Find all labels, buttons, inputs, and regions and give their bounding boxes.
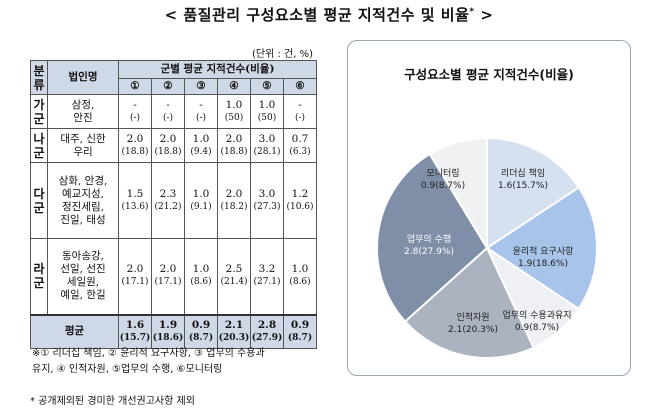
col-header: ⑤ xyxy=(250,78,284,95)
avg-cell: 0.9 (8.7) xyxy=(283,313,317,349)
pie-slice xyxy=(486,136,581,250)
value-cell: 3.0 (28.1) xyxy=(250,128,284,163)
firm-name: 삼화, 안경, xyxy=(58,174,108,187)
note-line: ※① 리더십 책임, ② 윤리적 요구사항, ③ 업무의 수용과 xyxy=(32,348,265,359)
value-cell: 2.0 (17.1) xyxy=(118,238,152,315)
chart-frame xyxy=(347,40,631,376)
page-title: < 품질관리 구성요소별 평균 지적건수 및 비율* > xyxy=(164,6,494,24)
header-group: 분 류 xyxy=(30,60,48,95)
value-cell: 2.0 (18.8) xyxy=(118,128,152,163)
header-name: 법인명 xyxy=(47,60,119,95)
slice-name-label: 리더십 책임 xyxy=(501,167,545,179)
value-cell: 1.0 (8.6) xyxy=(184,238,218,315)
legend-note: ※① 리더십 책임, ② 윤리적 요구사항, ③ 업무의 수용과 유지, ④ 인… xyxy=(32,346,332,378)
value-cell: 1.0 (50) xyxy=(217,94,251,129)
value-cell: 2.3 (21.2) xyxy=(151,162,185,239)
firm-name: 정진세림, xyxy=(62,200,104,213)
slice-name-label: 업무의 수용과유지 xyxy=(502,310,571,321)
value-cell: 2.0 (18.8) xyxy=(217,128,251,163)
pie-slice xyxy=(376,152,489,323)
slice-value-label: 0.9(8.7%) xyxy=(515,323,559,333)
value-cell: 1.0 (9.4) xyxy=(184,128,218,163)
unit-label: (단위 : 건, %) xyxy=(252,49,313,60)
firm-name: 대주, 신한 xyxy=(60,132,106,145)
slice-value-label: 1.9(18.6%) xyxy=(518,259,568,269)
firm-name: 안진 xyxy=(73,111,93,124)
table-row: 다 군 삼화, 안경, 예교지성, 정진세림, 진일, 태성 1.5 (13.6) 2.3 (2… xyxy=(30,162,317,239)
slice-name-label: 윤리적 요구사항 xyxy=(513,245,574,257)
note-line: 유지, ④ 인적자원, ⑤업무의 수행, ⑥모니터링 xyxy=(32,364,223,375)
slice-value-label: 1.6(15.7%) xyxy=(498,181,548,191)
firm-name: 선일, 선진 xyxy=(60,263,106,276)
slice-value-label: 2.1(20.3%) xyxy=(448,325,498,335)
col-header: ③ xyxy=(184,78,218,95)
table-row: 라 군 동아송강, 선일, 선진 세일원, 예일, 한길 2.0 (17.1) 2.0 (17.… xyxy=(30,238,317,315)
value-cell: 2.0 (18.8) xyxy=(151,128,185,163)
value-cell: 3.0 (27.3) xyxy=(250,162,284,239)
group-label: 다 군 xyxy=(30,162,48,239)
pie-chart: 리더십 책임 1.6(15.7%) 윤리적 요구사항 1.9(18.6%) 업무의 수용… xyxy=(376,136,598,359)
table-row: 가 군 삼정, 안진 - (-) - (-) - (-) 1.0 (50) 1.0 (50) - (-) xyxy=(30,94,317,129)
value-cell: 1.0 (8.6) xyxy=(283,238,317,315)
slice-name-label: 업무의 수행 xyxy=(407,233,451,245)
slice-value-label: 2.8(27.9%) xyxy=(404,247,454,257)
firm-names: 삼정, 안진 xyxy=(47,94,119,129)
value-cell: 1.5 (13.6) xyxy=(118,162,152,239)
group-label: 라 군 xyxy=(30,238,48,315)
slice-value-label: 0.9(8.7%) xyxy=(421,181,465,191)
value-cell: 1.0 (9.1) xyxy=(184,162,218,239)
value-cell: 1.0 (50) xyxy=(250,94,284,129)
value-cell: 0.7 (6.3) xyxy=(283,128,317,163)
value-cell: 3.2 (27.1) xyxy=(250,238,284,315)
footnote: * 공개제외된 경미한 개선권고사항 제외 xyxy=(30,396,195,407)
avg-cell: 2.1 (20.3) xyxy=(217,313,251,349)
avg-cell: 0.9 (8.7) xyxy=(184,313,218,349)
pie-slice xyxy=(403,246,535,359)
value-cell: - (-) xyxy=(184,94,218,129)
firm-names: 대주, 신한 우리 xyxy=(47,128,119,163)
firm-name: 우리 xyxy=(73,145,93,158)
col-header: ② xyxy=(151,78,185,95)
firm-name: 예교지성, xyxy=(62,187,104,200)
firm-names: 동아송강, 선일, 선진 세일원, 예일, 한길 xyxy=(47,238,119,315)
value-cell: 1.2 (10.6) xyxy=(283,162,317,239)
value-cell: - (-) xyxy=(151,94,185,129)
col-header: ⑥ xyxy=(283,78,317,95)
firm-name: 동아송강, xyxy=(62,250,104,263)
firm-names: 삼화, 안경, 예교지성, 정진세림, 진일, 태성 xyxy=(47,162,119,239)
firm-name: 예일, 한길 xyxy=(60,289,106,302)
avg-label: 평균 xyxy=(30,313,119,349)
group-label: 가 군 xyxy=(30,94,48,129)
pie-slice xyxy=(485,186,598,311)
group-label: 나 군 xyxy=(30,128,48,163)
value-cell: 2.0 (17.1) xyxy=(151,238,185,315)
value-cell: - (-) xyxy=(283,94,317,129)
pie-slice xyxy=(428,136,488,252)
avg-cell: 1.9 (18.6) xyxy=(151,313,185,349)
firm-name: 진일, 태성 xyxy=(60,213,106,226)
header-span: 군별 평균 지적건수(비율) xyxy=(118,60,317,79)
col-header: ④ xyxy=(217,78,251,95)
slice-name-label: 인적자원 xyxy=(456,311,489,323)
chart-title: 구성요소별 평균 지적건수(비율) xyxy=(404,67,574,82)
slice-name-label: 모니터링 xyxy=(426,167,459,179)
firm-name: 세일원, xyxy=(66,276,100,289)
table-row: 나 군 대주, 신한 우리 2.0 (18.8) 2.0 (18.8) 1.0 (9.4) 2.0… xyxy=(30,128,317,163)
col-header: ① xyxy=(118,78,152,95)
firm-name: 삼정, xyxy=(71,98,95,111)
value-cell: 2.0 (18.2) xyxy=(217,162,251,239)
value-cell: - (-) xyxy=(118,94,152,129)
data-table: 분 류 법인명 군별 평균 지적건수(비율) ① ② ③ ④ ⑤ ⑥ 가 군 삼정… xyxy=(30,60,317,349)
avg-cell: 1.6 (15.7) xyxy=(118,313,152,349)
avg-cell: 2.8 (27.9) xyxy=(250,313,284,349)
value-cell: 2.5 (21.4) xyxy=(217,238,251,315)
